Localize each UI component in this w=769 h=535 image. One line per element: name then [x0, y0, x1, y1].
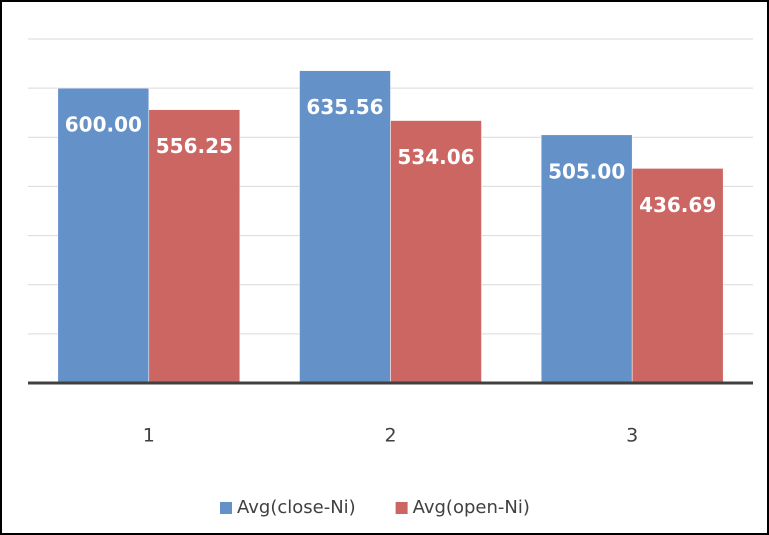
legend-label: Avg(close-Ni)	[237, 497, 356, 518]
data-label: 635.56	[306, 95, 383, 119]
bar	[540, 134, 633, 384]
data-label: 600.00	[65, 113, 142, 137]
legend-swatch	[220, 502, 232, 514]
bar	[57, 87, 150, 384]
data-label: 505.00	[548, 159, 625, 183]
data-label: 534.06	[397, 145, 474, 169]
x-tick-label: 3	[626, 425, 638, 447]
data-label: 436.69	[639, 193, 716, 217]
bar	[148, 109, 241, 384]
bar	[390, 120, 482, 384]
legend-label: Avg(open-Ni)	[413, 497, 530, 518]
bar	[631, 168, 724, 384]
data-label: 556.25	[156, 134, 233, 158]
x-tick-label: 1	[143, 425, 155, 447]
x-tick-label: 2	[384, 425, 396, 447]
legend-swatch	[395, 502, 408, 514]
